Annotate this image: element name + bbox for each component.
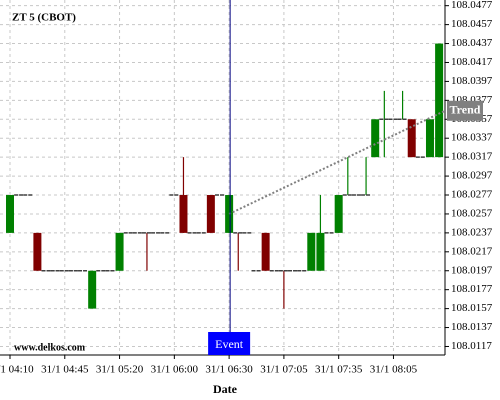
trend-label: Trend [450,103,481,117]
x-tick-label: 31/1 07:35 [315,364,363,376]
candle-body [6,195,14,233]
candle-body [88,270,97,309]
y-tick-label: 108.0437 [451,37,493,49]
candle-body [407,119,416,158]
candle-body [307,232,316,271]
trend-label-box [447,100,483,121]
x-tick-label: 31/1 06:00 [151,364,199,376]
x-tick-label: 31/1 07:05 [260,364,308,376]
x-tick-label: 31/1 08:05 [370,364,418,376]
x-tick-label: 31/1 05:20 [96,364,144,376]
y-tick-label: 108.0157 [451,302,493,314]
y-tick-label: 108.0397 [451,75,493,87]
y-tick-label: 108.0297 [451,170,493,182]
candle-body [435,43,444,158]
y-tick-label: 108.0137 [451,321,493,333]
watermark: www.delkos.com [14,342,86,353]
candle-body [115,232,124,271]
y-tick-label: 108.0177 [451,283,493,295]
x-tick-label: 31/1 06:30 [205,364,253,376]
chart-title: ZT 5 (CBOT) [12,12,76,24]
candle-body [33,232,42,271]
y-tick-label: 108.0197 [451,264,493,276]
y-tick-label: 108.0317 [451,151,493,163]
candle-body [425,119,434,158]
y-tick-label: 108.0477 [451,0,493,11]
y-tick-label: 108.0417 [451,56,493,68]
x-tick-label: 31/1 04:45 [41,364,89,376]
event-label-box [208,332,251,355]
y-tick-label: 108.0457 [451,18,493,30]
candle-body [206,195,215,233]
candle-body [316,232,325,271]
y-tick-label: 108.0337 [451,132,493,144]
y-tick-label: 108.0117 [451,340,492,352]
y-tick-label: 108.0217 [451,245,493,257]
candle-body [371,119,380,158]
candle-body [179,195,188,233]
grid [0,0,445,355]
x-tick-label: 31/1 04:10 [0,364,34,376]
y-tick-label: 108.0257 [451,207,493,219]
event-label: Event [215,337,244,351]
y-tick-label: 108.0277 [451,189,493,201]
candle-body [334,195,343,233]
x-axis-label: Date [213,382,238,396]
y-tick-label: 108.0237 [451,226,493,238]
candle-body [261,232,270,271]
